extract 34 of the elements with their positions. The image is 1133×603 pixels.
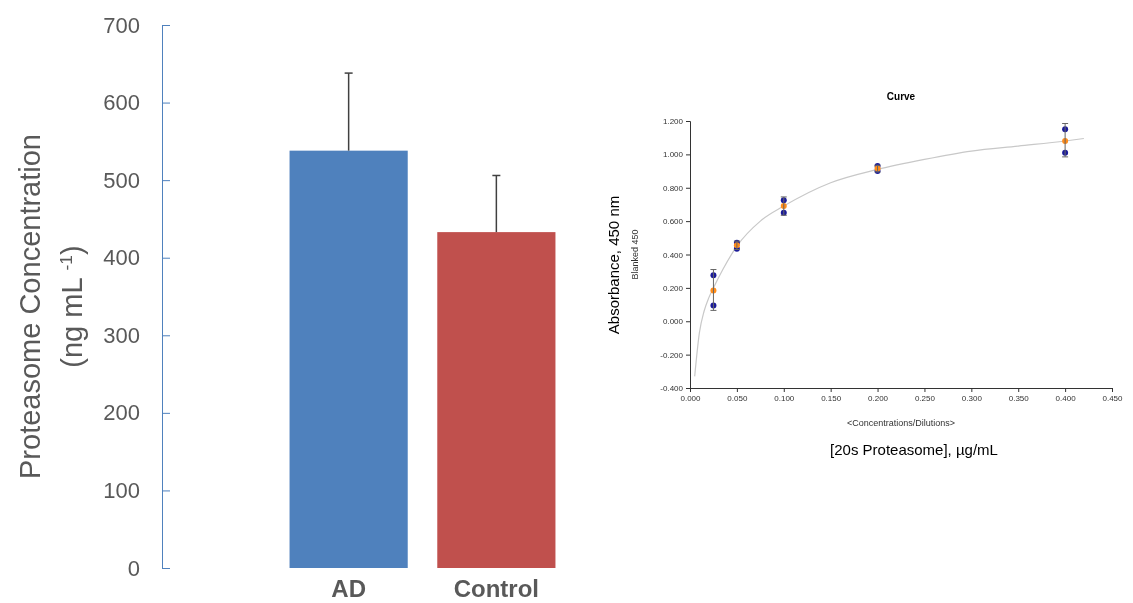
- y-tick-label: 0.400: [662, 250, 684, 260]
- y-tick-label: -0.400: [660, 384, 684, 394]
- y-tick-label: 0.200: [662, 283, 684, 293]
- x-tick-label: 0.250: [914, 393, 936, 403]
- chart-title: Curve: [886, 91, 916, 102]
- y-tick-label: 700: [103, 12, 140, 38]
- y-tick-label: 400: [103, 245, 140, 271]
- y-tick-label: 1.000: [662, 150, 684, 160]
- x-tick-label: 0.450: [1102, 393, 1124, 403]
- x-tick-label: 0.400: [1055, 393, 1077, 403]
- x-tick-label: AD: [331, 575, 366, 603]
- x-tick-label: 0.300: [961, 393, 983, 403]
- x-tick-label: 0.100: [774, 393, 795, 403]
- y-tick-label: -0.200: [660, 350, 684, 360]
- x-tick-label: 0.000: [680, 393, 702, 403]
- x-tick-label: 0.150: [821, 393, 842, 403]
- y-tick-label: 500: [103, 167, 140, 193]
- x-tick-label: 0.200: [868, 393, 889, 403]
- y-tick-label: 200: [103, 400, 140, 426]
- y-tick-label: 0.800: [662, 183, 684, 193]
- y-axis-title: Blanked 450: [630, 229, 640, 280]
- y-tick-label: 600: [103, 90, 140, 116]
- text: Absorbance, 450 nm: [605, 195, 622, 335]
- x-tick-label: 0.350: [1008, 393, 1030, 403]
- y-tick-label: 1.200: [662, 117, 684, 127]
- x-tick-label: Control: [453, 575, 540, 603]
- y-tick-label: 0.600: [662, 217, 684, 227]
- x-tick-label: 0.050: [727, 393, 748, 403]
- text: [20s Proteasome], µg/mL: [830, 441, 998, 458]
- y-tick-label: 300: [103, 322, 140, 348]
- y-tick-label: 0.000: [662, 317, 684, 327]
- y-tick-label: 100: [103, 477, 140, 503]
- x-axis-title: <Concentrations/Dilutions>: [846, 418, 956, 428]
- y-tick-label: 0: [127, 555, 140, 581]
